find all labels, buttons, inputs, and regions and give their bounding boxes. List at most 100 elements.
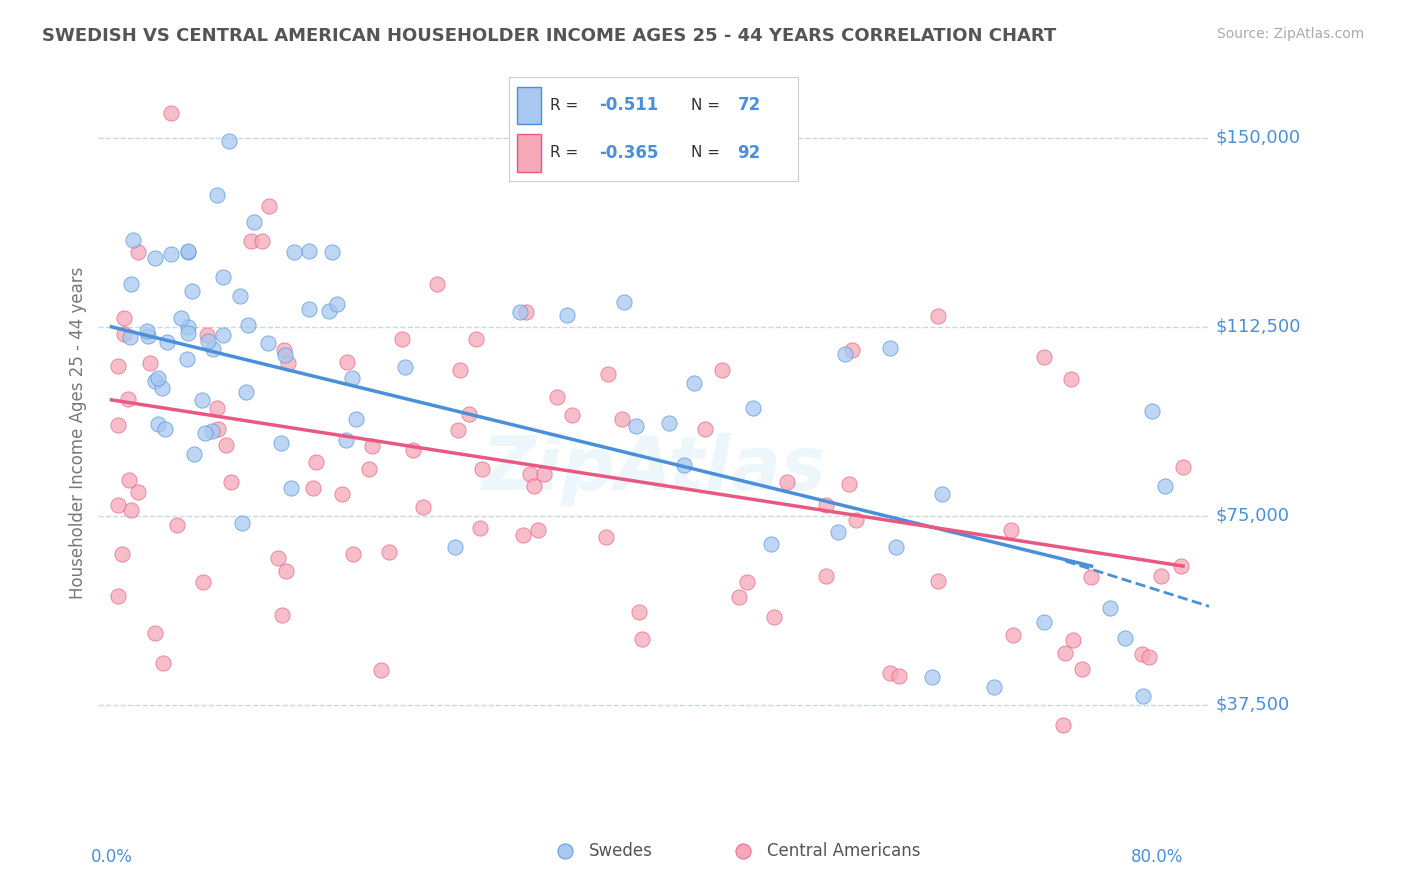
Point (267, 551, 290, 566)
Point (136, 324, 159, 338)
Point (595, 531, 617, 545)
Point (838, 476, 860, 491)
Point (449, 363, 471, 377)
Point (1080, 570, 1102, 584)
Point (212, 328, 235, 343)
Point (118, 473, 141, 487)
Point (330, 487, 353, 501)
Point (1114, 631, 1136, 645)
Point (110, 547, 132, 561)
Point (143, 374, 166, 388)
Point (211, 269, 233, 284)
Point (555, 308, 578, 322)
Point (143, 251, 166, 265)
Point (931, 486, 953, 500)
Point (107, 418, 129, 433)
Point (845, 513, 868, 527)
Point (509, 305, 531, 319)
Point (412, 500, 434, 514)
Point (120, 277, 142, 292)
Point (201, 424, 224, 438)
Point (1062, 633, 1084, 648)
Point (107, 498, 129, 512)
Point (357, 462, 380, 476)
Point (464, 332, 486, 346)
Point (112, 326, 135, 341)
Point (335, 433, 357, 447)
Point (426, 277, 449, 291)
Point (834, 347, 856, 361)
Text: $112,500: $112,500 (1216, 318, 1301, 336)
Point (683, 376, 706, 390)
Point (470, 521, 492, 535)
Point (858, 887, 880, 892)
Point (283, 245, 305, 260)
Point (561, 408, 583, 422)
Point (252, 234, 274, 248)
Point (762, 610, 785, 624)
Point (146, 371, 169, 385)
Point (205, 401, 228, 415)
Point (378, 545, 401, 559)
Point (166, 517, 188, 532)
Point (887, 669, 910, 683)
Point (1071, 662, 1094, 676)
Point (457, 407, 479, 421)
Point (344, 411, 367, 425)
Point (360, 439, 382, 453)
Point (841, 343, 863, 357)
Point (1054, 646, 1077, 660)
Point (879, 341, 901, 355)
Point (527, 523, 550, 537)
Point (1140, 404, 1163, 418)
Point (177, 326, 200, 340)
Point (107, 589, 129, 603)
Point (235, 384, 257, 399)
Point (152, 656, 174, 670)
Point (650, 887, 672, 892)
Point (238, 318, 260, 332)
Point (150, 381, 173, 395)
Point (231, 516, 253, 530)
Point (177, 244, 200, 259)
Text: Swedes: Swedes (589, 842, 654, 860)
Point (776, 475, 799, 489)
Point (628, 606, 651, 620)
Point (921, 670, 943, 684)
Point (326, 297, 349, 311)
Point (180, 285, 202, 299)
Text: $37,500: $37,500 (1216, 696, 1289, 714)
Point (983, 680, 1005, 694)
Point (519, 467, 541, 482)
Point (927, 309, 949, 323)
Point (194, 425, 217, 440)
Point (523, 479, 546, 493)
Point (257, 199, 280, 213)
Point (270, 436, 292, 450)
Point (298, 244, 321, 259)
Point (1137, 649, 1160, 664)
Text: ZipAtlas: ZipAtlas (481, 434, 827, 506)
Text: 80.0%: 80.0% (1130, 848, 1182, 866)
Point (336, 355, 359, 369)
Point (693, 422, 716, 436)
Point (176, 351, 198, 366)
Point (321, 244, 343, 259)
Point (598, 367, 620, 381)
Text: 0.0%: 0.0% (90, 848, 132, 866)
Point (143, 625, 166, 640)
Point (1098, 601, 1121, 615)
Point (138, 356, 160, 370)
Point (884, 540, 907, 554)
Point (120, 502, 142, 516)
Point (1000, 523, 1022, 537)
Point (391, 332, 413, 346)
Point (122, 233, 145, 247)
Point (533, 467, 555, 481)
Point (202, 342, 225, 356)
Point (257, 336, 280, 351)
Point (273, 348, 295, 362)
Point (394, 360, 416, 375)
Point (318, 304, 340, 318)
Point (215, 438, 238, 452)
